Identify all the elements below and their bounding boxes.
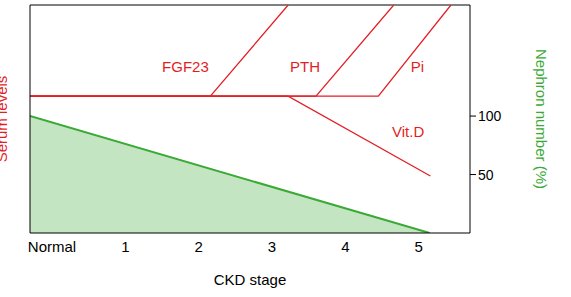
svg-text:PTH: PTH — [290, 58, 320, 75]
svg-text:Normal: Normal — [28, 238, 76, 255]
svg-text:1: 1 — [121, 238, 129, 255]
svg-text:2: 2 — [194, 238, 202, 255]
svg-text:FGF23: FGF23 — [162, 58, 209, 75]
svg-text:Nephron number (%): Nephron number (%) — [533, 49, 550, 189]
svg-text:Pi: Pi — [411, 58, 424, 75]
svg-text:3: 3 — [268, 238, 276, 255]
svg-text:Vit.D: Vit.D — [392, 123, 424, 140]
svg-text:Serum levels: Serum levels — [0, 76, 10, 163]
svg-text:50: 50 — [478, 167, 494, 183]
svg-text:5: 5 — [414, 238, 422, 255]
svg-text:100: 100 — [478, 108, 502, 124]
svg-text:CKD stage: CKD stage — [214, 271, 287, 288]
svg-text:4: 4 — [341, 238, 349, 255]
